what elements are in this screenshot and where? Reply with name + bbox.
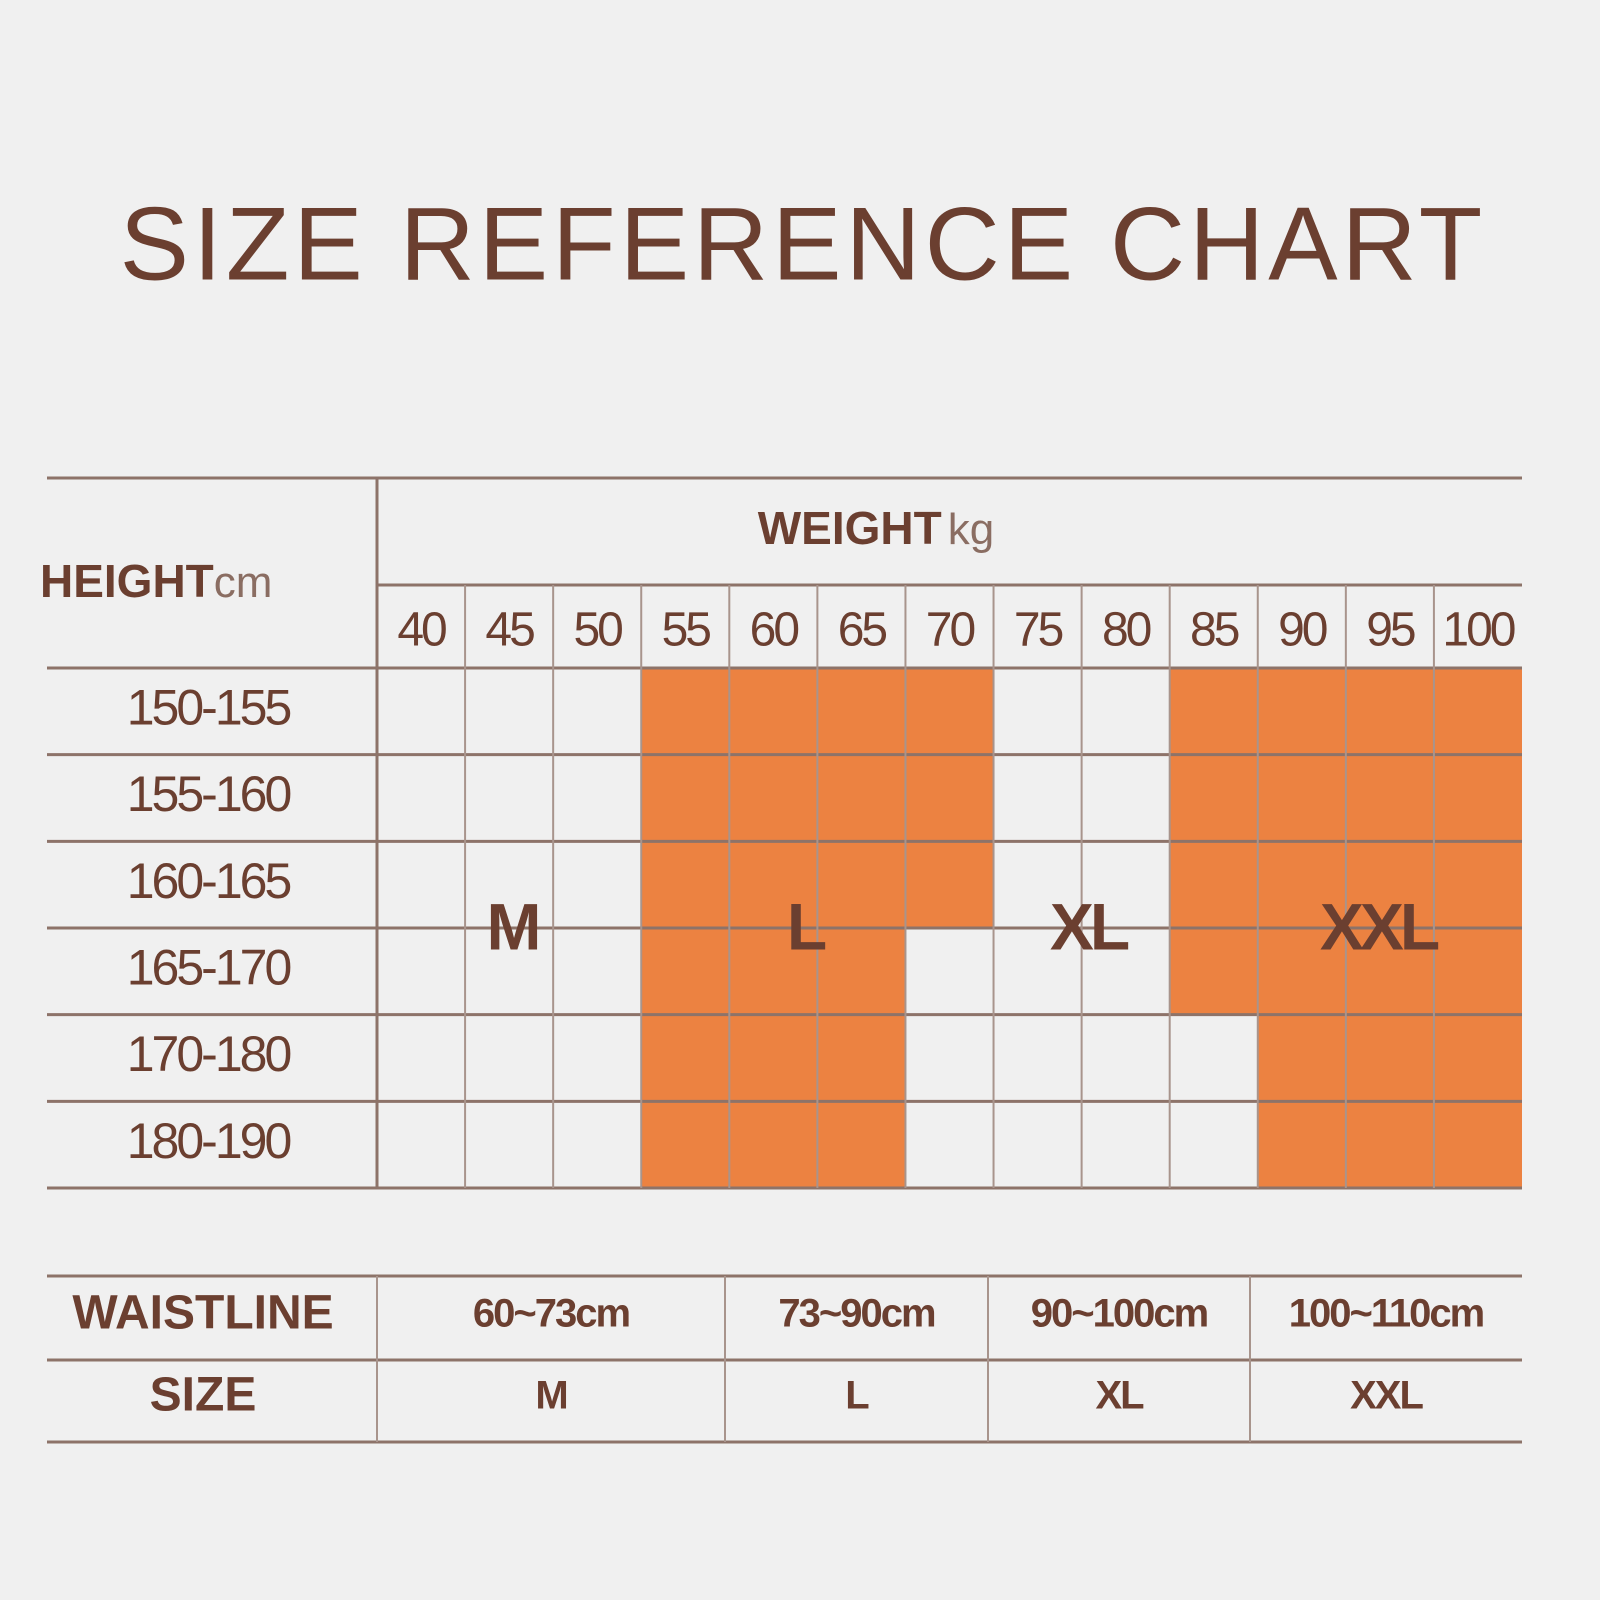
shaded-cell	[1433, 841, 1522, 928]
shaded-cell	[1169, 928, 1258, 1015]
size-region-label: L	[787, 889, 826, 963]
shaded-cell	[1433, 754, 1522, 842]
table-cell: 100~110cm	[1289, 1292, 1484, 1336]
weight-value: 65	[838, 604, 887, 657]
shaded-cell	[1433, 1101, 1522, 1188]
shaded-cell	[641, 1014, 730, 1102]
shaded-cell	[817, 1014, 906, 1102]
weight-value: 55	[662, 604, 711, 657]
shaded-cell	[905, 841, 994, 928]
shaded-cell	[1345, 754, 1434, 842]
shaded-cell	[817, 841, 906, 928]
shaded-cell	[817, 1101, 906, 1188]
shaded-cell	[817, 928, 906, 1015]
shaded-cell	[1257, 754, 1346, 842]
weight-header: WEIGHT kg	[758, 502, 994, 554]
weight-value: 70	[926, 604, 975, 657]
shaded-cell	[729, 1101, 818, 1188]
table-cell: 73~90cm	[778, 1292, 935, 1336]
height-range: 170-180	[127, 1026, 291, 1082]
weight-value: 50	[573, 604, 622, 657]
shaded-cell	[1345, 1014, 1434, 1102]
shaded-cell	[729, 668, 818, 755]
shaded-cell	[1257, 928, 1346, 1015]
table-cell: 60~73cm	[473, 1292, 630, 1336]
shaded-cell	[1345, 928, 1434, 1015]
shaded-cell	[641, 754, 730, 842]
shaded-cell	[729, 928, 818, 1015]
weight-value: 95	[1366, 604, 1415, 657]
height-range: 155-160	[127, 766, 291, 822]
shaded-cell	[1345, 668, 1434, 755]
size-region-label: XXL	[1320, 889, 1439, 963]
table-cell: 90~100cm	[1031, 1292, 1208, 1336]
height-range: 150-155	[127, 680, 291, 736]
shaded-cell	[1169, 668, 1258, 755]
shaded-cell	[1345, 1101, 1434, 1188]
size-region-label: M	[487, 889, 538, 963]
shaded-cell	[729, 754, 818, 842]
weight-unit: kg	[948, 505, 994, 554]
height-unit: cm	[214, 558, 273, 607]
shaded-cell	[1169, 754, 1258, 842]
weight-value: 40	[397, 604, 446, 657]
shaded-cell	[1433, 668, 1522, 755]
shaded-cell	[1257, 668, 1346, 755]
shaded-cell	[729, 841, 818, 928]
size-region-label: XL	[1050, 889, 1129, 963]
table-cell: XL	[1095, 1374, 1144, 1418]
row-header: SIZE	[150, 1369, 257, 1422]
height-range: 180-190	[127, 1113, 291, 1169]
height-range: 165-170	[127, 940, 291, 996]
weight-value: 85	[1190, 604, 1239, 657]
shaded-cell	[817, 668, 906, 755]
shaded-cell	[641, 1101, 730, 1188]
weight-value: 80	[1102, 604, 1151, 657]
weight-value: 60	[750, 604, 799, 657]
shaded-cell	[641, 668, 730, 755]
height-range: 160-165	[127, 853, 291, 909]
row-header: WAISTLINE	[72, 1287, 333, 1340]
table-cell: M	[535, 1374, 566, 1418]
shaded-cell	[1433, 1014, 1522, 1102]
shaded-cell	[905, 754, 994, 842]
weight-label: WEIGHT	[758, 502, 942, 554]
title: SIZE REFERENCE CHART	[120, 186, 1487, 302]
weight-value: 45	[485, 604, 534, 657]
shaded-cell	[1257, 841, 1346, 928]
shaded-cell	[641, 928, 730, 1015]
table-cell: XXL	[1350, 1374, 1423, 1418]
shaded-cell	[905, 668, 994, 755]
weight-value: 90	[1278, 604, 1327, 657]
shaded-cell	[1433, 928, 1522, 1015]
shaded-cell	[641, 841, 730, 928]
shaded-cell	[1257, 1014, 1346, 1102]
weight-value: 100	[1442, 604, 1514, 657]
height-header: HEIGHTcm	[40, 555, 272, 607]
shaded-cell	[817, 754, 906, 842]
shaded-cell	[729, 1014, 818, 1102]
shaded-cell	[1169, 841, 1258, 928]
shaded-cell	[1345, 841, 1434, 928]
height-label: HEIGHT	[40, 555, 214, 607]
shaded-cell	[1257, 1101, 1346, 1188]
weight-value: 75	[1014, 604, 1063, 657]
table-cell: L	[845, 1374, 869, 1418]
